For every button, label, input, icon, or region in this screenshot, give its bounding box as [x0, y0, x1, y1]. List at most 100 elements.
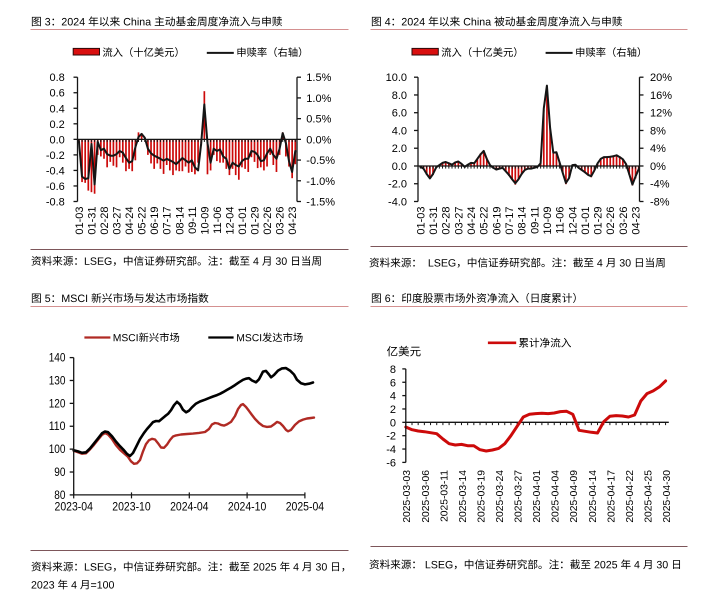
svg-text:0.5%: 0.5%: [306, 114, 331, 126]
svg-text:06-19: 06-19: [491, 207, 503, 235]
svg-text:0%: 0%: [650, 161, 666, 173]
svg-text:12%: 12%: [650, 108, 672, 120]
svg-text:01-03: 01-03: [74, 207, 86, 235]
svg-text:0.8: 0.8: [50, 72, 65, 84]
svg-text:2025-03-03: 2025-03-03: [402, 470, 413, 523]
svg-text:2025-04-25: 2025-04-25: [643, 470, 654, 523]
svg-text:2025-03-11: 2025-03-11: [439, 470, 450, 522]
svg-text:08-14: 08-14: [174, 207, 186, 235]
svg-text:90: 90: [54, 467, 65, 479]
svg-text:16%: 16%: [650, 90, 672, 102]
svg-text:04-23: 04-23: [631, 207, 643, 235]
svg-text:01-31: 01-31: [428, 207, 440, 235]
svg-text:2023-04: 2023-04: [55, 502, 94, 514]
svg-text:01-01: 01-01: [237, 207, 249, 235]
svg-text:2025-03-14: 2025-03-14: [458, 470, 469, 523]
svg-text:8.0: 8.0: [392, 90, 407, 102]
svg-text:4: 4: [390, 391, 396, 403]
svg-text:02-26: 02-26: [605, 207, 617, 235]
svg-text:0.0: 0.0: [50, 134, 65, 146]
svg-text:8%: 8%: [650, 126, 666, 138]
svg-text:6.0: 6.0: [392, 108, 407, 120]
svg-text:0.2: 0.2: [50, 119, 65, 131]
svg-text:2025-04-04: 2025-04-04: [551, 470, 562, 523]
svg-text:03-27: 03-27: [112, 207, 124, 235]
svg-text:2: 2: [390, 404, 396, 416]
svg-text:02-28: 02-28: [99, 207, 111, 235]
svg-text:03-26: 03-26: [618, 207, 630, 235]
svg-text:130: 130: [49, 376, 66, 388]
svg-text:-0.6: -0.6: [46, 181, 65, 193]
svg-text:-1.5%: -1.5%: [306, 197, 335, 209]
svg-text:4.0: 4.0: [392, 126, 407, 138]
svg-text:2025-04-30: 2025-04-30: [662, 470, 673, 523]
svg-text:2.0: 2.0: [392, 143, 407, 155]
svg-text:-0.8: -0.8: [46, 197, 65, 209]
svg-text:2025-03-19: 2025-03-19: [476, 470, 487, 523]
svg-text:04-23: 04-23: [287, 207, 299, 235]
svg-text:2025-04-17: 2025-04-17: [606, 470, 617, 523]
svg-text:-4: -4: [386, 444, 396, 456]
svg-text:-8%: -8%: [650, 197, 670, 209]
svg-text:07-17: 07-17: [504, 207, 516, 235]
svg-text:01-01: 01-01: [580, 207, 592, 235]
svg-text:0.0: 0.0: [392, 161, 407, 173]
svg-text:03-27: 03-27: [453, 207, 465, 235]
svg-text:2024-04: 2024-04: [170, 502, 209, 514]
svg-text:2025-04-09: 2025-04-09: [569, 470, 580, 523]
svg-text:10-09: 10-09: [542, 207, 554, 235]
svg-text:02-28: 02-28: [441, 207, 453, 235]
svg-text:01-29: 01-29: [250, 207, 262, 235]
svg-text:04-24: 04-24: [466, 207, 478, 235]
svg-text:2025-04-01: 2025-04-01: [532, 470, 543, 523]
svg-text:110: 110: [49, 421, 66, 433]
svg-text:10-09: 10-09: [199, 207, 211, 235]
svg-text:05-22: 05-22: [137, 207, 149, 235]
svg-text:01-03: 01-03: [415, 207, 427, 235]
svg-text:06-19: 06-19: [149, 207, 161, 235]
svg-text:01-29: 01-29: [593, 207, 605, 235]
svg-text:-4%: -4%: [650, 179, 670, 191]
svg-text:0.0%: 0.0%: [306, 134, 331, 146]
svg-text:1.0%: 1.0%: [306, 93, 331, 105]
svg-text:2025-04-22: 2025-04-22: [625, 470, 636, 523]
svg-text:-2: -2: [386, 431, 396, 443]
svg-text:-0.4: -0.4: [46, 165, 65, 177]
svg-text:03-26: 03-26: [275, 207, 287, 235]
svg-text:2025-04: 2025-04: [286, 502, 325, 514]
svg-text:2025-03-27: 2025-03-27: [514, 470, 525, 523]
svg-text:12-04: 12-04: [567, 207, 579, 235]
svg-text:2024-10: 2024-10: [228, 502, 266, 514]
svg-text:05-22: 05-22: [479, 207, 491, 235]
svg-text:0.4: 0.4: [50, 103, 65, 115]
svg-text:04-24: 04-24: [124, 207, 136, 235]
svg-text:02-26: 02-26: [262, 207, 274, 235]
svg-text:11-06: 11-06: [555, 207, 567, 234]
svg-text:2025-03-24: 2025-03-24: [495, 470, 506, 523]
svg-text:-0.2: -0.2: [46, 150, 65, 162]
svg-text:-2.0: -2.0: [388, 179, 407, 191]
svg-text:140: 140: [49, 353, 66, 365]
svg-text:-6: -6: [386, 457, 396, 469]
svg-text:20%: 20%: [650, 72, 672, 84]
svg-text:8: 8: [390, 364, 396, 376]
svg-text:07-17: 07-17: [162, 207, 174, 235]
svg-text:2025-03-06: 2025-03-06: [421, 470, 432, 523]
svg-text:09-11: 09-11: [187, 207, 199, 234]
svg-text:10.0: 10.0: [386, 72, 407, 84]
svg-text:12-04: 12-04: [224, 207, 236, 235]
svg-text:6: 6: [390, 377, 396, 389]
svg-text:11-06: 11-06: [212, 207, 224, 234]
svg-text:4%: 4%: [650, 143, 666, 155]
svg-text:-1.0%: -1.0%: [306, 176, 335, 188]
svg-text:09-11: 09-11: [529, 207, 541, 234]
svg-text:2023-10: 2023-10: [112, 502, 150, 514]
svg-text:0: 0: [390, 417, 396, 429]
svg-text:0.6: 0.6: [50, 88, 65, 100]
svg-text:08-14: 08-14: [517, 207, 529, 235]
svg-text:-0.5%: -0.5%: [306, 155, 335, 167]
svg-text:1.5%: 1.5%: [306, 72, 331, 84]
svg-text:80: 80: [54, 490, 65, 502]
svg-text:100: 100: [49, 444, 66, 456]
svg-text:01-31: 01-31: [87, 207, 99, 235]
